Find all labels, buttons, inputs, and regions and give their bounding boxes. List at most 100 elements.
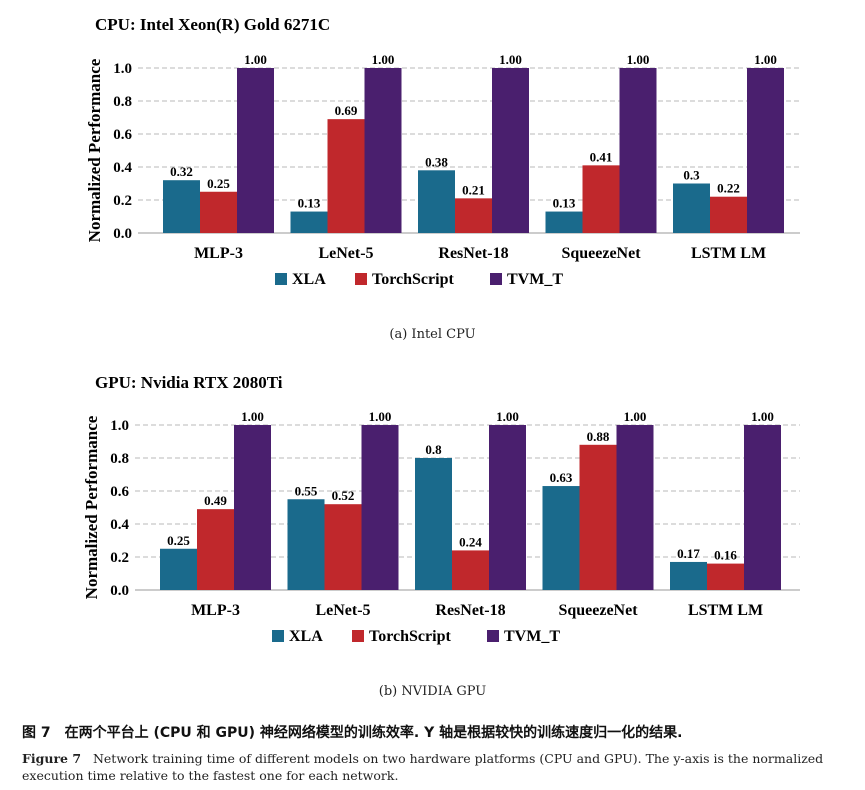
gpu-bar-tvm-t-mlp-3 (234, 425, 271, 590)
cpu-legend-label-tvm-t: TVM_T (507, 271, 563, 288)
cpu-bar-xla-resnet-18 (418, 170, 455, 233)
cpu-subcaption: (a) Intel CPU (389, 327, 476, 342)
gpu-data-label: 1.00 (496, 409, 519, 424)
gpu-subcaption: (b) NVIDIA GPU (378, 684, 487, 699)
cpu-bar-tvm-t-lenet-5 (364, 68, 402, 233)
gpu-x-tick-label: LSTM LM (688, 602, 763, 619)
gpu-data-label: 0.88 (587, 429, 610, 444)
cpu-data-label: 0.41 (590, 149, 613, 164)
gpu-data-label: 0.49 (204, 493, 227, 508)
gpu-data-label: 0.16 (714, 548, 737, 563)
gpu-bar-xla-lenet-5 (287, 499, 325, 590)
gpu-bar-torchscript-squeezenet (579, 444, 617, 590)
cpu-chart: CPU: Intel Xeon(R) Gold 6271C Normalized … (85, 15, 800, 288)
cpu-bar-tvm-t-lstm-lm (747, 68, 784, 233)
cpu-bar-xla-mlp-3 (163, 180, 200, 233)
gpu-data-label: 0.24 (459, 534, 482, 549)
gpu-data-label: 0.52 (332, 488, 355, 503)
cpu-legend-swatch-tvm-t (490, 273, 502, 285)
cpu-data-label: 0.21 (462, 182, 485, 197)
cpu-bar-xla-lstm-lm (673, 183, 710, 233)
gpu-y-tick-label: 0.0 (110, 583, 129, 599)
cpu-bar-tvm-t-squeezenet (619, 68, 657, 233)
cpu-data-label: 1.00 (499, 52, 522, 67)
gpu-y-tick-label: 1.0 (110, 418, 129, 434)
gpu-data-label: 0.25 (167, 533, 190, 548)
gpu-data-label: 0.63 (550, 470, 573, 485)
cpu-chart-title: CPU: Intel Xeon(R) Gold 6271C (95, 15, 330, 34)
gpu-chart: GPU: Nvidia RTX 2080Ti Normalized Perform… (82, 373, 800, 645)
cpu-x-tick-label: ResNet-18 (438, 245, 508, 262)
gpu-bar-torchscript-mlp-3 (197, 509, 234, 590)
cpu-bar-xla-lenet-5 (290, 211, 328, 233)
gpu-data-label: 0.55 (295, 483, 318, 498)
cpu-bar-torchscript-lstm-lm (710, 196, 747, 233)
cpu-y-tick-label: 0.8 (113, 94, 132, 110)
gpu-bar-xla-squeezenet (542, 486, 580, 590)
cpu-legend-swatch-torchscript (355, 273, 367, 285)
cpu-y-tick-label: 1.0 (113, 61, 132, 77)
cpu-bar-tvm-t-resnet-18 (492, 68, 529, 233)
cpu-data-label: 0.38 (425, 154, 448, 169)
gpu-bar-xla-mlp-3 (160, 548, 197, 590)
cpu-y-axis-label: Normalized Performance (85, 58, 104, 242)
cpu-y-tick-label: 0.0 (113, 226, 132, 242)
gpu-legend-label-tvm-t: TVM_T (504, 628, 560, 645)
cpu-bar-torchscript-resnet-18 (455, 198, 492, 233)
gpu-x-tick-label: MLP-3 (191, 602, 240, 619)
gpu-legend-swatch-torchscript (352, 630, 364, 642)
gpu-y-axis-label: Normalized Performance (82, 415, 101, 599)
figure-caption-english: Figure 7 Network training time of differ… (22, 750, 852, 784)
cpu-data-label: 1.00 (372, 52, 395, 67)
cpu-y-tick-label: 0.4 (113, 160, 132, 176)
cpu-data-label: 0.3 (683, 168, 700, 183)
gpu-bar-xla-resnet-18 (415, 458, 452, 590)
gpu-data-label: 0.17 (677, 546, 700, 561)
cpu-bar-xla-squeezenet (545, 211, 583, 233)
gpu-bar-tvm-t-lenet-5 (361, 425, 399, 590)
cpu-data-label: 0.13 (553, 196, 576, 211)
gpu-legend-swatch-xla (272, 630, 284, 642)
cpu-bar-torchscript-mlp-3 (200, 191, 237, 233)
gpu-y-tick-label: 0.8 (110, 451, 129, 467)
gpu-y-tick-label: 0.2 (110, 550, 129, 566)
gpu-data-label: 1.00 (624, 409, 647, 424)
cpu-data-label: 1.00 (754, 52, 777, 67)
gpu-x-tick-label: SqueezeNet (558, 602, 638, 619)
cpu-bar-torchscript-lenet-5 (327, 119, 365, 233)
gpu-y-tick-label: 0.4 (110, 517, 129, 533)
gpu-chart-title: GPU: Nvidia RTX 2080Ti (95, 373, 283, 392)
gpu-bar-tvm-t-resnet-18 (489, 425, 526, 590)
cpu-data-label: 0.13 (298, 196, 321, 211)
cpu-data-label: 1.00 (627, 52, 650, 67)
cpu-bar-tvm-t-mlp-3 (237, 68, 274, 233)
gpu-bar-tvm-t-squeezenet (616, 425, 654, 590)
cpu-data-label: 1.00 (244, 52, 267, 67)
cpu-data-label: 0.69 (335, 103, 358, 118)
cpu-data-label: 0.32 (170, 164, 193, 179)
gpu-y-tick-label: 0.6 (110, 484, 129, 500)
gpu-bar-torchscript-resnet-18 (452, 550, 489, 590)
figure-caption-label: Figure 7 (22, 751, 82, 766)
gpu-legend-label-torchscript: TorchScript (369, 628, 451, 645)
cpu-data-label: 0.22 (717, 181, 740, 196)
gpu-data-label: 1.00 (751, 409, 774, 424)
cpu-data-label: 0.25 (207, 176, 230, 191)
gpu-x-tick-label: ResNet-18 (435, 602, 505, 619)
cpu-y-tick-label: 0.6 (113, 127, 132, 143)
cpu-legend-label-torchscript: TorchScript (372, 271, 454, 288)
gpu-x-tick-label: LeNet-5 (315, 602, 370, 619)
gpu-bar-tvm-t-lstm-lm (744, 425, 781, 590)
cpu-bar-torchscript-squeezenet (582, 165, 620, 233)
gpu-bar-xla-lstm-lm (670, 561, 707, 590)
cpu-x-tick-label: SqueezeNet (561, 245, 641, 262)
gpu-legend-label-xla: XLA (289, 628, 323, 645)
cpu-x-tick-label: LSTM LM (691, 245, 766, 262)
cpu-y-tick-label: 0.2 (113, 193, 132, 209)
cpu-legend-swatch-xla (275, 273, 287, 285)
gpu-bar-torchscript-lenet-5 (324, 504, 362, 590)
cpu-x-tick-label: MLP-3 (194, 245, 243, 262)
gpu-legend-swatch-tvm-t (487, 630, 499, 642)
gpu-data-label: 1.00 (241, 409, 264, 424)
gpu-data-label: 0.8 (425, 442, 442, 457)
